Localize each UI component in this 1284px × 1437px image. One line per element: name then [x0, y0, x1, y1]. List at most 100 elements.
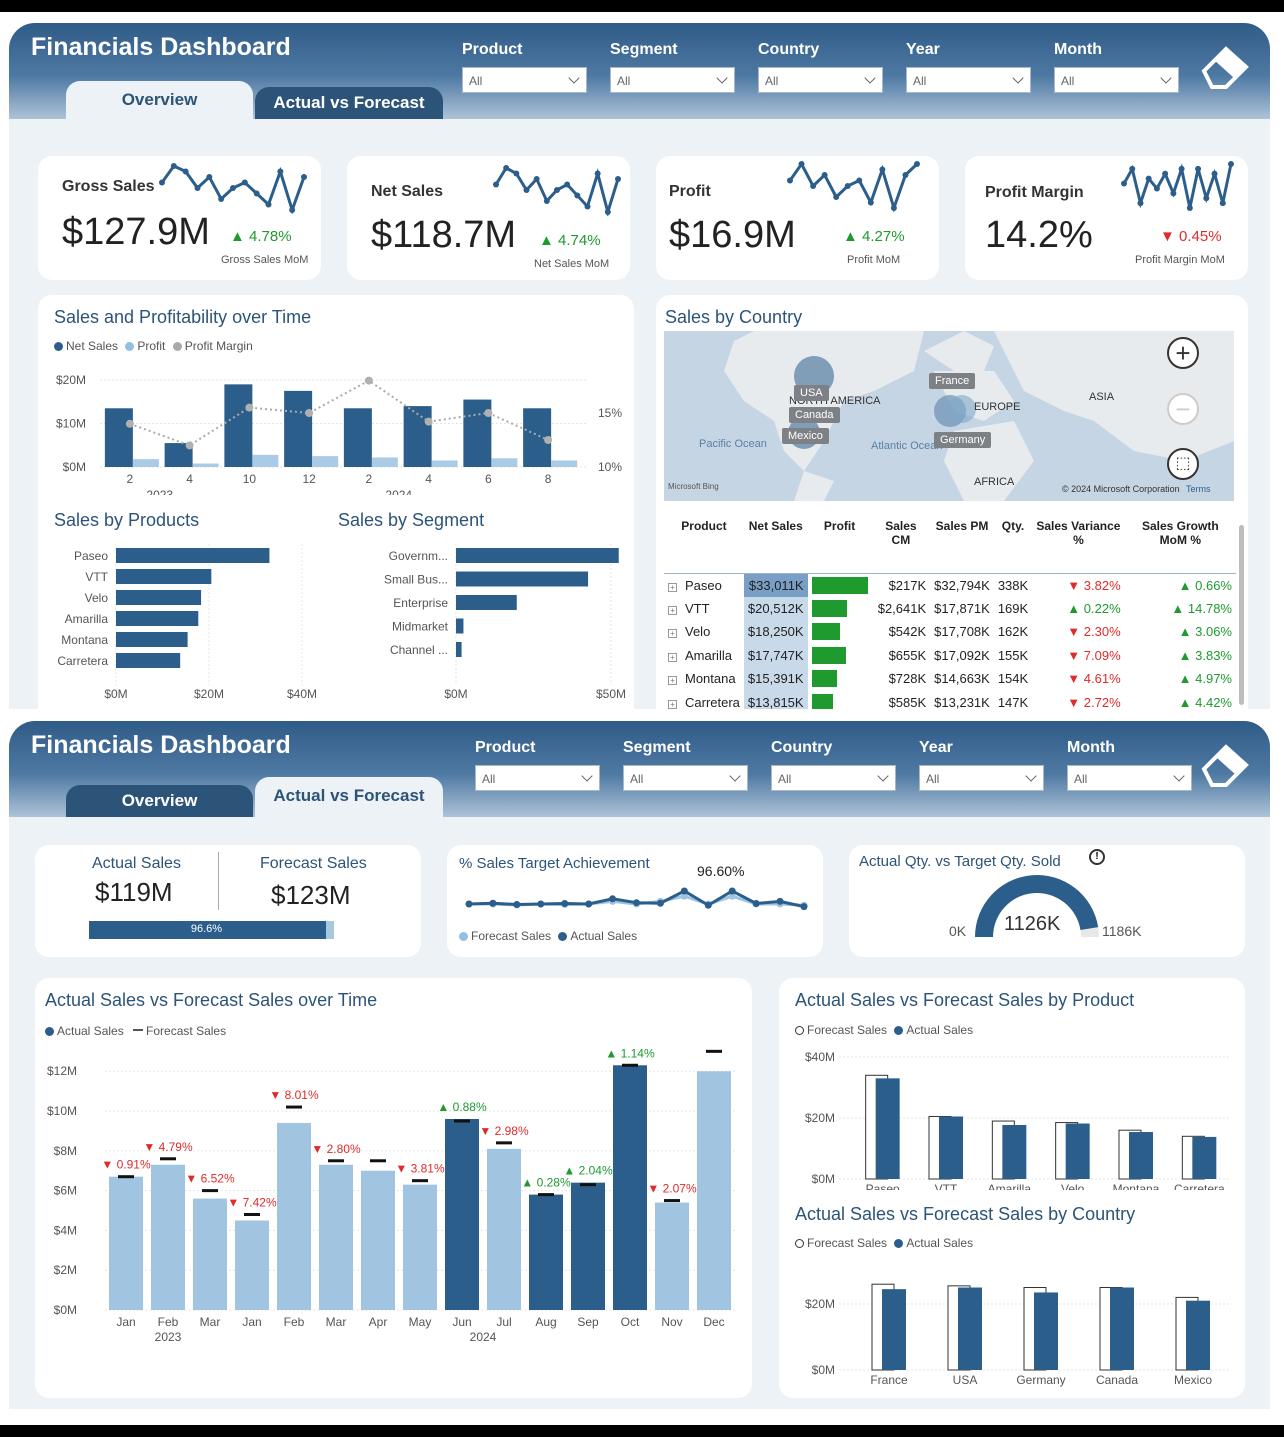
map-tag-france[interactable]: France — [929, 373, 976, 389]
actual-bar — [1129, 1132, 1153, 1179]
series-point — [465, 900, 473, 908]
legend-dot — [45, 1027, 54, 1036]
filter-dropdown[interactable]: All — [610, 67, 735, 93]
cell-growth: ▲ 4.97% — [1178, 671, 1232, 687]
filter-dropdown[interactable]: All — [919, 765, 1044, 791]
series-point — [585, 900, 593, 908]
info-icon[interactable]: ! — [1089, 849, 1105, 865]
tab-overview[interactable]: Overview — [66, 785, 253, 817]
sales-by-products-chart: $0M $20M $40M Paseo VTT Velo Amarilla Montana Ca… — [57, 544, 317, 701]
x-tick-label: $20M — [194, 687, 224, 701]
cell-variance: ▼ 3.82% — [1067, 577, 1121, 593]
filter-segment[interactable]: Segment All — [623, 739, 748, 791]
net-sales-bar — [224, 384, 253, 467]
zoom-in-icon[interactable]: + — [1167, 337, 1199, 369]
filter-segment[interactable]: Segment All — [610, 41, 735, 93]
tab-actual-vs-forecast[interactable]: Actual vs Forecast — [255, 87, 443, 119]
actual-forecast-product-country-card: Actual Sales vs Forecast Sales by Produc… — [779, 978, 1245, 1398]
filter-year[interactable]: Year All — [906, 41, 1031, 93]
map-terms-link[interactable]: Terms — [1186, 484, 1211, 494]
filter-year[interactable]: Year All — [919, 739, 1044, 791]
sparkline-point — [798, 161, 805, 167]
tab-actual-vs-forecast[interactable]: Actual vs Forecast — [255, 777, 443, 817]
net-sales-bar — [343, 408, 372, 467]
table-header[interactable]: Net Sales — [743, 515, 808, 574]
x-tick-label: USA — [953, 1373, 978, 1387]
map-tag-usa[interactable]: USA — [794, 385, 829, 401]
cell-product: + Carretera — [664, 691, 744, 709]
sparkline-point — [879, 166, 886, 173]
table-header[interactable]: Product — [664, 515, 744, 574]
kpi-value: $16.9M — [669, 214, 796, 256]
legend-dot — [125, 342, 135, 351]
actual-sales-bar — [487, 1148, 521, 1310]
eraser-icon[interactable] — [1198, 45, 1250, 91]
table-header[interactable]: Sales PM — [930, 515, 994, 574]
table-row[interactable]: + VTT $20,512K $2,641K $17,871K 169K ▲ 0.22% ▲ … — [664, 596, 1236, 621]
actual-forecast-country-chart: $20M $0M France USA Germany Canada Mexico — [805, 1283, 1229, 1387]
table-row[interactable]: + Velo $18,250K $542K $17,708K 162K ▼ 2.30% ▲ 3… — [664, 620, 1236, 644]
y2-tick-label: 15% — [598, 406, 622, 420]
sparkline-point — [833, 194, 840, 200]
x-tick-label: Dec — [703, 1315, 724, 1329]
filter-dropdown[interactable]: All — [758, 67, 883, 93]
filter-dropdown[interactable]: All — [771, 765, 896, 791]
filter-month[interactable]: Month All — [1054, 41, 1179, 93]
filter-country[interactable]: Country All — [758, 41, 883, 93]
map-tag-mexico[interactable]: Mexico — [782, 428, 829, 444]
y-tick-label: $20M — [805, 1297, 835, 1311]
table-row[interactable]: + Montana $15,391K $728K $14,663K 154K ▼ 4.61%… — [664, 667, 1236, 691]
cell-growth: ▲ 3.83% — [1178, 647, 1232, 663]
sparkline-point — [1203, 195, 1210, 202]
sparkline-point — [844, 183, 851, 189]
chart-title: Actual Sales vs Forecast Sales by Produc… — [795, 990, 1135, 1010]
filter-dropdown[interactable]: All — [475, 765, 600, 791]
country-map[interactable]: NORTH AMERICA EUROPE ASIA AFRICA Pacific… — [664, 331, 1234, 501]
table-header[interactable]: Profit — [807, 515, 872, 574]
x-tick-label: Jun — [452, 1315, 471, 1329]
zoom-out-icon[interactable]: − — [1167, 393, 1199, 425]
filter-dropdown[interactable]: All — [623, 765, 748, 791]
table-header[interactable]: Sales CM — [871, 515, 931, 574]
sparkline-point — [867, 199, 874, 206]
legend-item: Net Sales — [66, 339, 119, 353]
filter-country[interactable]: Country All — [771, 739, 896, 791]
map-tag-canada[interactable]: Canada — [789, 407, 840, 423]
select-area-icon[interactable]: ⬚ — [1167, 448, 1199, 480]
series-point — [489, 899, 497, 907]
table-row[interactable]: + Carretera $13,815K $585K $13,231K 147K ▼ 2.7… — [664, 690, 1236, 709]
chevron-down-icon — [568, 72, 580, 84]
cell-net-sales: $20,512K — [743, 596, 808, 620]
tab-overview[interactable]: Overview — [66, 81, 253, 119]
eraser-icon[interactable] — [1198, 743, 1250, 789]
filter-product[interactable]: Product All — [475, 739, 600, 791]
table-header[interactable]: Qty. — [993, 515, 1033, 574]
table-scrollbar[interactable] — [1239, 525, 1244, 705]
progress-track: 96.6% — [89, 921, 334, 939]
filter-product[interactable]: Product All — [462, 41, 587, 93]
table-header[interactable]: Sales Variance % — [1032, 515, 1125, 574]
filter-month[interactable]: Month All — [1067, 739, 1192, 791]
table-row[interactable]: + Paseo $33,011K $217K $32,794K 338K ▼ 3.82% ▲ … — [664, 573, 1236, 597]
cell-net-sales: $18,250K — [743, 620, 808, 644]
filter-dropdown[interactable]: All — [462, 67, 587, 93]
series-point — [561, 899, 569, 907]
map-tag-germany[interactable]: Germany — [934, 432, 992, 448]
filter-dropdown[interactable]: All — [1067, 765, 1192, 791]
cell-profit — [808, 620, 872, 644]
table-header[interactable]: Sales Growth MoM % — [1124, 515, 1236, 574]
cell-product: + VTT — [664, 597, 744, 621]
sparkline-point — [1153, 185, 1160, 192]
profit-margin-point — [185, 441, 194, 450]
table-row[interactable]: + Amarilla $17,747K $655K $17,092K 155K ▼ 7.09… — [664, 643, 1236, 667]
filter-dropdown[interactable]: All — [906, 67, 1031, 93]
chart-title: Sales and Profitability over Time — [54, 307, 312, 327]
filter-dropdown[interactable]: All — [1054, 67, 1179, 93]
sparkline-point — [890, 205, 897, 211]
profit-margin-point — [125, 419, 134, 428]
kpi-delta: ▲ 4.78% — [230, 228, 292, 245]
sparkline-point — [1195, 165, 1202, 172]
actual-forecast-time-chart: $12M $10M $8M $6M $4M $2M $0M Jan ▼ 0.91% Feb ▼ 4.… — [47, 1048, 735, 1344]
chart-title: Sales by Segment — [338, 510, 485, 530]
variance-label: ▲ 2.04% — [563, 1164, 613, 1178]
